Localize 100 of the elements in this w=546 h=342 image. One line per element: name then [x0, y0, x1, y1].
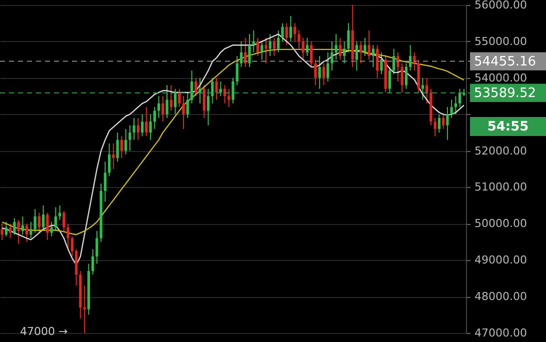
y-tick-label: 51000.00 — [474, 180, 527, 194]
candlestick — [140, 114, 144, 137]
candlestick — [4, 221, 8, 237]
candlestick — [170, 84, 172, 112]
candlestick — [404, 62, 408, 90]
candlestick — [34, 208, 36, 234]
candlestick — [186, 92, 189, 118]
candlestick — [285, 22, 288, 46]
y-tick-label: 48000.00 — [474, 290, 527, 304]
candlestick — [182, 96, 185, 130]
candlestick — [104, 161, 106, 202]
candlestick — [215, 77, 218, 100]
candlestick — [298, 30, 300, 50]
candlestick — [21, 216, 24, 236]
candlestick — [240, 40, 243, 68]
ref-line-label: 54455.16 — [474, 54, 536, 70]
candlestick — [334, 34, 338, 60]
candlestick — [149, 114, 152, 140]
candlestick — [236, 56, 238, 86]
candlestick — [190, 70, 194, 104]
candlestick — [128, 124, 132, 152]
candlestick — [202, 84, 206, 118]
candlestick — [426, 77, 428, 104]
candlestick — [178, 88, 181, 108]
candlestick — [38, 212, 40, 234]
candlestick — [326, 52, 330, 82]
candlestick — [368, 30, 370, 60]
candlestick — [434, 117, 436, 137]
candlestick — [219, 81, 222, 97]
candlestick — [388, 66, 392, 93]
candlestick — [96, 230, 98, 264]
candlestick — [211, 77, 214, 104]
candlestick — [145, 106, 148, 137]
y-tick-label: 56000.00 — [474, 0, 527, 12]
candlestick — [62, 210, 66, 232]
candlestick — [330, 40, 334, 72]
candlestick — [310, 40, 313, 68]
candlestick — [450, 99, 453, 118]
candlestick — [13, 218, 16, 236]
candlestick — [136, 117, 140, 140]
candlestick — [264, 37, 268, 64]
candlestick — [42, 204, 45, 230]
candlestick — [232, 77, 234, 104]
candlestick — [166, 84, 168, 118]
candlestick — [50, 221, 53, 237]
candlestick — [58, 204, 62, 221]
y-tick-label: 54000.00 — [474, 71, 527, 84]
candlestick — [198, 77, 202, 104]
ref-line-label: 53589.52 — [474, 86, 536, 101]
y-tick-label: 49000.00 — [474, 254, 527, 267]
candlestick — [400, 62, 404, 93]
candlestick — [194, 77, 198, 97]
y-tick-label: 47000.00 — [474, 326, 527, 340]
candlestick — [302, 37, 304, 60]
candlestick — [322, 62, 326, 86]
candlestick — [314, 59, 317, 86]
candlestick — [153, 106, 156, 130]
candlestick — [112, 142, 115, 170]
candlestick — [54, 206, 57, 232]
candlestick — [74, 248, 78, 286]
candlestick — [364, 37, 366, 57]
candlestick — [272, 37, 276, 57]
candlestick — [338, 37, 342, 60]
candlestick — [206, 88, 210, 126]
candlestick — [120, 136, 123, 159]
candlestick — [108, 142, 111, 177]
candlestick — [376, 44, 379, 78]
candlestick — [438, 114, 441, 134]
candlestick — [360, 40, 362, 64]
candlestick — [409, 44, 412, 72]
candlestick — [162, 96, 164, 122]
candlestick — [132, 117, 136, 140]
candlestick — [248, 34, 251, 68]
candlestick — [372, 44, 375, 68]
y-tick-label: 55000.00 — [474, 34, 527, 48]
candlestick — [66, 223, 70, 250]
candlestick — [380, 52, 383, 75]
candlestick — [421, 77, 424, 100]
candlestick — [0, 223, 4, 241]
candlestick — [442, 114, 445, 130]
candlestick — [268, 34, 272, 57]
candlestick — [116, 132, 119, 162]
candlestick — [392, 48, 396, 75]
candlestick — [355, 40, 358, 72]
candlestick — [228, 88, 230, 108]
candlestick — [46, 212, 49, 241]
candlestick — [289, 15, 292, 42]
candlestick — [396, 52, 400, 82]
candlestick — [157, 96, 160, 118]
candlestick — [8, 223, 12, 239]
candlestick — [306, 37, 309, 57]
candlestick — [124, 128, 128, 155]
candlestick — [30, 221, 32, 239]
candlestick — [256, 37, 260, 57]
text: 54:55 — [487, 120, 529, 134]
candlestick — [343, 40, 346, 64]
y-tick-label: 50000.00 — [474, 217, 527, 230]
annotation: 47000 → — [20, 325, 68, 338]
candlestick — [454, 96, 458, 115]
candlestick — [347, 22, 350, 53]
